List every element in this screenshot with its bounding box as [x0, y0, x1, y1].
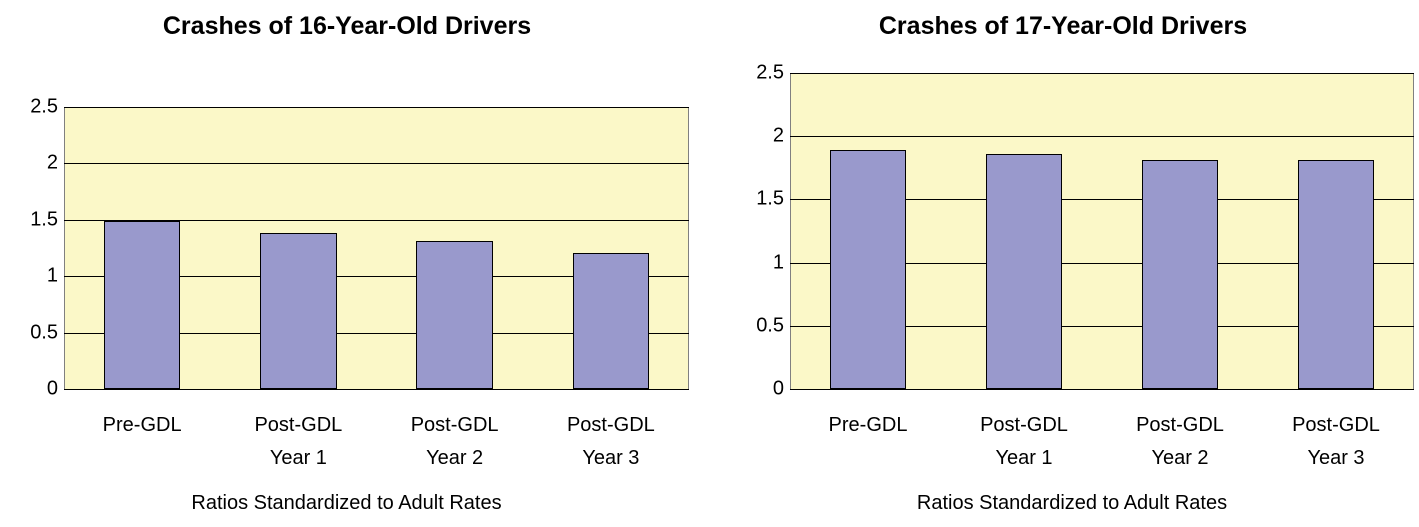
grid-line [790, 262, 1414, 264]
x-axis-label: Ratios Standardized to Adult Rates [191, 492, 502, 514]
y-tick-label: 1.5 [30, 208, 58, 231]
grid-line [790, 136, 1414, 138]
grid-line [790, 325, 1414, 327]
bar [103, 220, 181, 389]
y-tick-label: 0 [46, 377, 58, 400]
y-tick-label: 2 [772, 124, 784, 147]
x-tick-label: Post-GDL Year 1 [254, 414, 343, 469]
x-tick-label: Post-GDL Year 3 [1292, 414, 1380, 469]
grid-line [790, 389, 1414, 390]
grid-line [790, 73, 1414, 74]
grid-line [64, 107, 689, 108]
bar [1297, 160, 1375, 389]
y-tick-label: 1 [46, 264, 58, 287]
x-tick-label: Post-GDL Year 1 [980, 414, 1068, 469]
grid-line [64, 332, 689, 334]
y-tick-label: 1 [772, 251, 784, 274]
x-tick-label: Post-GDL Year 2 [1136, 414, 1224, 469]
grid-line [64, 163, 689, 165]
bar [1141, 160, 1219, 389]
grid-line [64, 219, 689, 221]
bar [572, 252, 650, 389]
grid-line [790, 199, 1414, 201]
y-tick-label: 1.5 [756, 187, 784, 210]
bar [985, 153, 1063, 389]
y-tick-label: 0 [772, 377, 784, 400]
x-tick-label: Pre-GDL [828, 414, 908, 436]
chart-title: Crashes of 16-Year-Old Drivers [162, 12, 532, 40]
bar [260, 233, 337, 389]
y-tick-label: 0.5 [30, 321, 58, 344]
bar [829, 150, 907, 389]
x-tick-label: Post-GDL Year 3 [566, 414, 655, 469]
y-tick-label: 2.5 [30, 95, 58, 118]
x-tick-label: Post-GDL Year 2 [410, 414, 499, 469]
x-axis-label: Ratios Standardized to Adult Rates [916, 492, 1228, 514]
y-tick-label: 2 [46, 151, 58, 174]
grid-line [64, 389, 689, 390]
grid-line [64, 276, 689, 278]
bar [416, 241, 493, 389]
y-tick-label: 2.5 [756, 61, 784, 84]
y-tick-label: 0.5 [756, 314, 784, 337]
chart-title: Crashes of 17-Year-Old Drivers [878, 12, 1248, 40]
x-tick-label: Pre-GDL [102, 414, 182, 436]
